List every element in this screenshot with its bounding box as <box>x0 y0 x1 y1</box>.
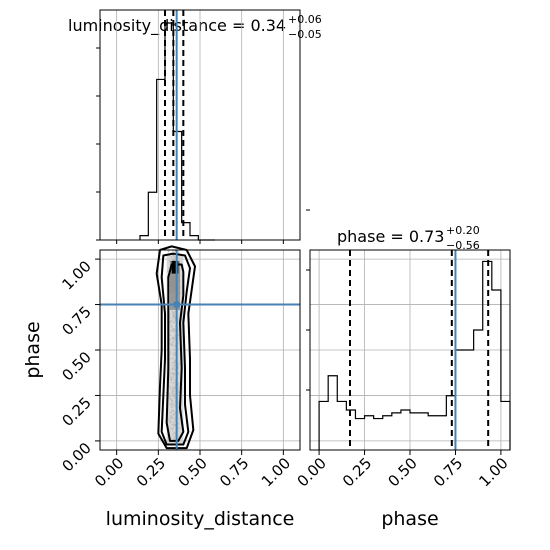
x-axis-label-luminosity-distance: luminosity_distance <box>106 508 295 530</box>
right-panel-xtick-label-3: 0.75 <box>430 454 466 490</box>
joint-contour-1 <box>160 252 191 446</box>
joint-panel-ytick-label-3: 0.75 <box>58 303 94 339</box>
luminosity-distance-histogram <box>139 22 215 241</box>
right-panel-xtick-label-0: 0.00 <box>294 454 330 490</box>
joint-panel-ytick-label-0: 0.00 <box>58 439 94 475</box>
phase-histogram <box>318 260 511 450</box>
joint-panel-xtick-label-0: 0.00 <box>91 454 127 490</box>
luminosity-distance-err-plus: +0.06 <box>288 13 322 26</box>
phase-title-median: 0.73 <box>409 227 445 246</box>
right-panel-xtick-label-2: 0.50 <box>384 454 420 490</box>
phase-err-minus: −0.56 <box>446 239 480 252</box>
joint-panel-xtick-label-1: 0.25 <box>133 454 169 490</box>
joint-panel-ytick-label-4: 1.00 <box>58 257 94 293</box>
joint-contour-2 <box>155 245 196 450</box>
scatter-point <box>174 250 176 253</box>
right-panel-xtick-label-1: 0.25 <box>339 454 375 490</box>
luminosity-distance-title-median: 0.34 <box>250 16 286 35</box>
joint-density-core <box>170 260 180 310</box>
y-axis-label-phase: phase <box>22 321 44 378</box>
joint-contour-0 <box>165 263 185 442</box>
phase-err-plus: +0.20 <box>446 224 480 237</box>
scatter-point <box>177 251 180 253</box>
luminosity-distance-title: luminosity_distance = 0.34 <box>68 16 286 36</box>
joint-panel-ytick-label-2: 0.50 <box>58 348 94 384</box>
joint-density-peak <box>171 260 179 274</box>
plot-layer: 0.00 0.25 0.50 0.75 1.00 0.00 0.25 0.50 0.75 1.00… <box>58 9 512 490</box>
joint-panel-xtick-label-3: 0.75 <box>216 454 252 490</box>
joint-panel-xtick-label-4: 1.00 <box>258 454 294 490</box>
right-panel-xtick-label-4: 1.00 <box>475 454 511 490</box>
joint-truth-marker <box>173 301 180 308</box>
joint-panel-xtick-label-2: 0.50 <box>174 454 210 490</box>
phase-title: phase = 0.73 <box>337 227 444 246</box>
x-axis-label-phase: phase <box>381 508 438 530</box>
scatter-point <box>167 250 170 253</box>
phase-title-name: phase <box>337 227 385 246</box>
luminosity-distance-err-minus: −0.05 <box>288 28 322 41</box>
luminosity-distance-title-name: luminosity_distance <box>68 16 227 36</box>
joint-panel-ytick-label-1: 0.25 <box>58 394 94 430</box>
